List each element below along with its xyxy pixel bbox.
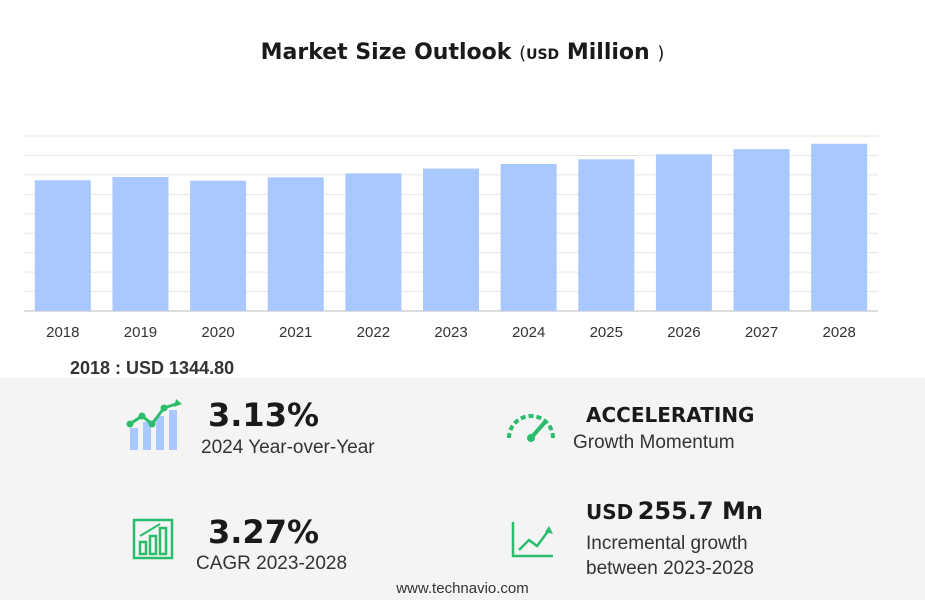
bar-2026: [655, 154, 712, 311]
title-close-paren: ): [657, 43, 665, 64]
x-tick-label: 2022: [357, 324, 390, 341]
x-tick-label: 2028: [822, 324, 855, 341]
bar-2018: [34, 180, 91, 311]
x-tick-label: 2023: [434, 324, 467, 341]
bar-2028: [811, 143, 868, 311]
title-open-paren: (: [519, 43, 527, 64]
yoy-value: 3.13%: [208, 396, 320, 434]
momentum-label: Growth Momentum: [573, 432, 735, 453]
footer-url: www.technavio.com: [396, 580, 529, 597]
bar-2022: [345, 173, 402, 311]
chart-title: Market Size Outlook (USD Million ): [0, 40, 925, 65]
x-tick-label: 2024: [512, 324, 545, 341]
x-tick-label: 2020: [201, 324, 234, 341]
x-tick-label: 2018: [46, 324, 79, 341]
title-unit-big: Million: [566, 40, 650, 65]
bar-2020: [190, 180, 247, 311]
momentum-value: ACCELERATING: [586, 403, 755, 427]
bar-chart: 2018 2019 2020 2021 2022 2023 2024 2025 2026 2027…: [24, 135, 878, 341]
cagr-label: CAGR 2023-2028: [196, 553, 348, 574]
growth-chart-icon: [126, 399, 182, 450]
title-unit-small: USD: [526, 47, 560, 63]
x-tick-label: 2025: [590, 324, 623, 341]
stats-panel: [0, 378, 925, 600]
line-chart-icon: [511, 522, 553, 558]
yoy-label: 2024 Year-over-Year: [201, 437, 375, 458]
incremental-label-2: between 2023-2028: [586, 558, 754, 579]
x-tick-label: 2019: [124, 324, 157, 341]
incremental-value: USD 255.7 Mn: [586, 497, 763, 525]
base-year-value: 2018 : USD 1344.80: [70, 358, 235, 378]
speedometer-icon: [507, 414, 555, 442]
bar-2019: [112, 177, 169, 311]
incremental-label-1: Incremental growth: [586, 533, 748, 554]
x-tick-label: 2026: [667, 324, 700, 341]
bar-2024: [500, 164, 557, 311]
incremental-prefix: USD: [586, 500, 634, 524]
incremental-amount: 255.7 Mn: [637, 497, 763, 525]
bar-2021: [267, 177, 324, 311]
bar-2023: [423, 168, 479, 311]
cagr-value: 3.27%: [208, 513, 320, 551]
title-main: Market Size Outlook: [260, 40, 512, 65]
bar-2025: [578, 159, 635, 311]
x-tick-label: 2027: [745, 324, 778, 341]
x-tick-label: 2021: [279, 324, 312, 341]
bar-2027: [733, 149, 790, 311]
bar-chart-icon: [132, 518, 174, 560]
